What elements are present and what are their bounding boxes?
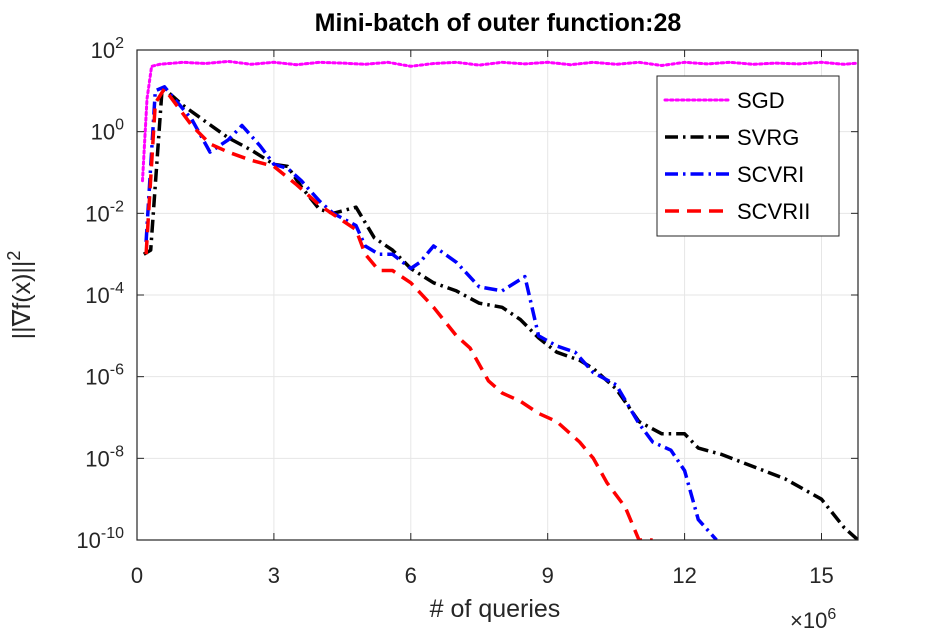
y-tick-base: 10 [91, 120, 115, 145]
y-tick-exponent: -2 [110, 198, 124, 215]
x-tick-label: 0 [131, 563, 143, 588]
x-ticks: 0 3 6 9 12 15 [131, 50, 834, 588]
x-tick-label: 3 [268, 563, 280, 588]
x-multiplier: ×106 [790, 606, 836, 633]
y-tick-label: 10-4 [85, 280, 124, 308]
y-tick-exponent: -4 [110, 280, 124, 297]
y-tick-base: 10 [85, 365, 109, 390]
legend-label-sgd: SGD [737, 88, 785, 113]
y-tick-label: 10-10 [76, 525, 124, 553]
y-axis-label: ||∇f(x)||2 [4, 251, 36, 340]
y-tick-exponent: -6 [110, 362, 124, 379]
y-tick-label: 100 [91, 117, 124, 145]
legend: SGD SVRG SCVRI SCVRII [656, 75, 840, 237]
legend-label-scvri: SCVRI [737, 162, 804, 187]
y-tick-base: 10 [91, 38, 115, 63]
y-axis-label-text: ||∇f(x)|| [8, 261, 36, 340]
y-tick-label: 10-8 [85, 443, 124, 471]
y-axis-label-superscript: 2 [4, 251, 24, 261]
chart-title: Mini-batch of outer function:28 [315, 9, 682, 37]
y-tick-exponent: 2 [115, 35, 124, 52]
y-tick-label: 102 [91, 35, 124, 63]
series-line-sgd [141, 59, 858, 183]
y-tick-base: 10 [76, 528, 100, 553]
series-line-scvrii [144, 87, 653, 540]
y-tick-base: 10 [85, 201, 109, 226]
x-tick-label: 15 [809, 563, 833, 588]
x-tick-label: 12 [672, 563, 696, 588]
y-tick-exponent: -8 [110, 443, 124, 460]
y-tick-label: 10-2 [85, 198, 124, 226]
y-tick-base: 10 [85, 283, 109, 308]
series-layer [141, 59, 858, 540]
series-line-scvri [144, 85, 718, 540]
y-tick-exponent: 0 [115, 117, 124, 134]
y-tick-exponent: -10 [101, 525, 124, 542]
legend-label-svrg: SVRG [737, 125, 799, 150]
y-tick-label: 10-6 [85, 362, 124, 390]
legend-label-scvrii: SCVRII [737, 199, 810, 224]
y-tick-base: 10 [85, 446, 109, 471]
x-tick-label: 6 [405, 563, 417, 588]
x-multiplier-base: ×10 [790, 608, 827, 633]
x-axis-label: # of queries [430, 595, 561, 623]
y-axis-label-group: ||∇f(x)||2 [4, 251, 36, 340]
series-line-svrg [142, 87, 858, 540]
x-multiplier-exponent: 6 [827, 606, 836, 623]
x-tick-label: 9 [542, 563, 554, 588]
